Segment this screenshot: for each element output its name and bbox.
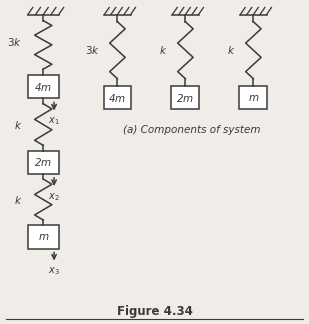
Text: $k$: $k$	[227, 44, 235, 56]
Text: $k$: $k$	[14, 119, 22, 131]
Text: 2$m$: 2$m$	[176, 91, 194, 104]
Text: $m$: $m$	[38, 232, 49, 242]
Text: 3$k$: 3$k$	[85, 44, 99, 56]
Bar	[104, 86, 131, 109]
Bar	[28, 151, 59, 174]
Text: $x_3$: $x_3$	[48, 265, 60, 277]
Bar	[28, 225, 59, 249]
Text: (a) Components of system: (a) Components of system	[123, 125, 260, 134]
Text: 4$m$: 4$m$	[108, 91, 126, 104]
Bar	[28, 75, 59, 98]
Text: $m$: $m$	[248, 93, 259, 102]
Text: $k$: $k$	[159, 44, 167, 56]
Text: 4$m$: 4$m$	[34, 81, 52, 93]
Text: Figure 4.34: Figure 4.34	[116, 305, 193, 318]
Bar	[239, 86, 267, 109]
Text: $x_1$: $x_1$	[48, 115, 60, 127]
Text: 3$k$: 3$k$	[7, 36, 22, 48]
Text: $x_2$: $x_2$	[48, 191, 60, 202]
Text: $k$: $k$	[14, 193, 22, 206]
Bar	[171, 86, 199, 109]
Text: 2$m$: 2$m$	[34, 156, 52, 168]
